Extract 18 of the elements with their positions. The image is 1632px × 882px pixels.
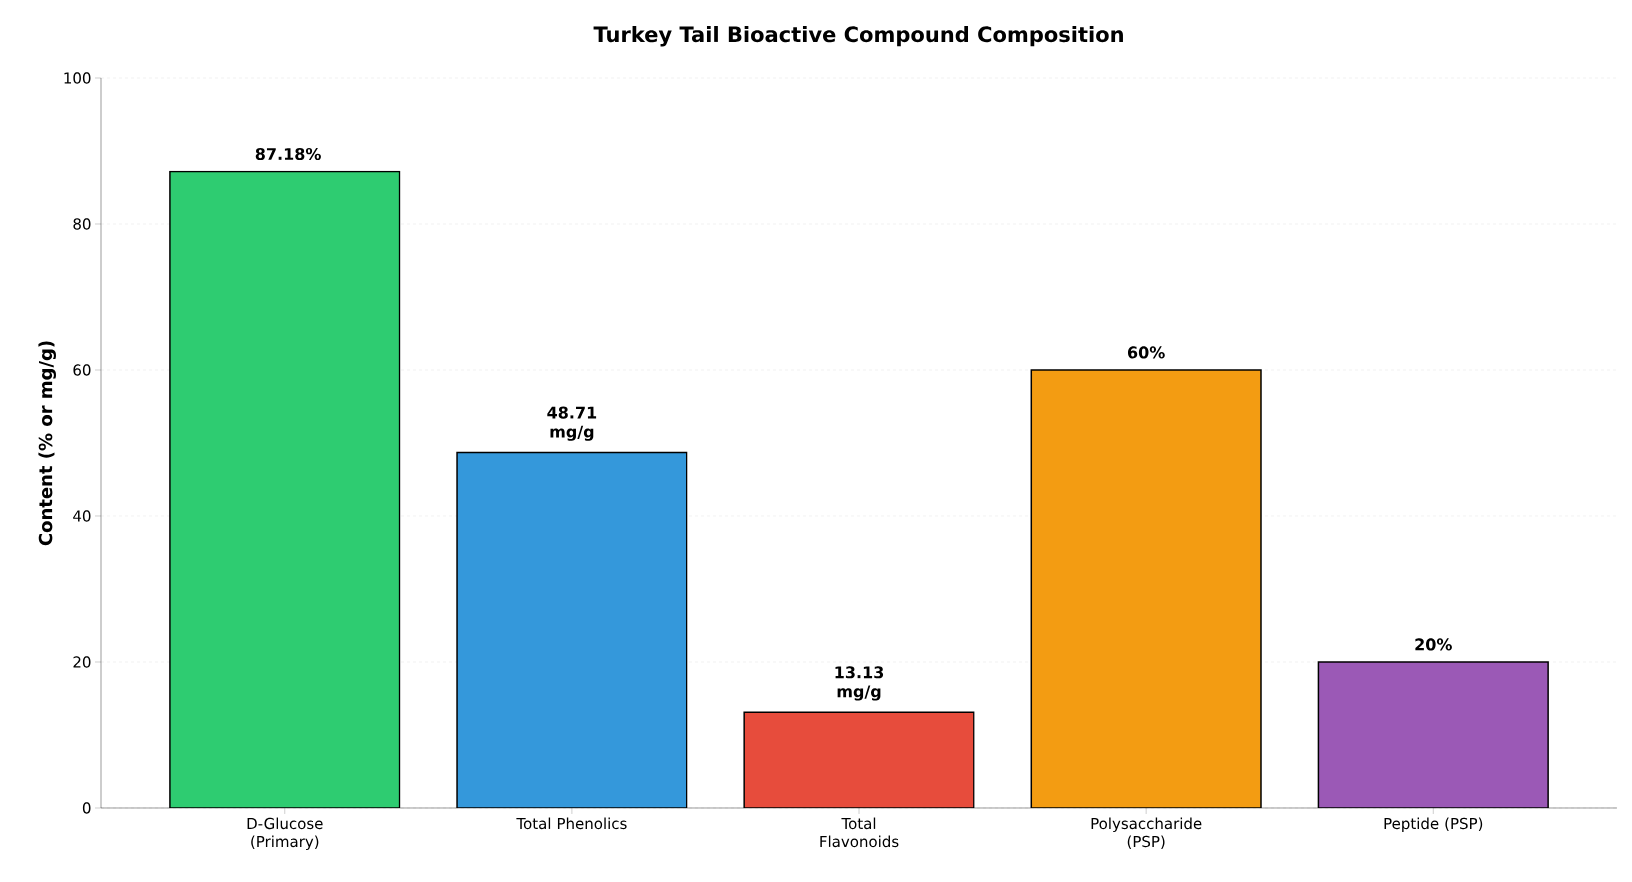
y-tick-label: 0	[82, 802, 91, 814]
x-tick-label: D-Glucose (Primary)	[247, 817, 323, 851]
data-label: 48.71 mg/g	[547, 406, 597, 441]
y-tick-label: 60	[73, 364, 91, 376]
y-tick-label: 40	[73, 510, 91, 522]
data-label: 13.13 mg/g	[835, 666, 884, 701]
x-tick-label: Polysaccharide (PSP)	[1091, 817, 1202, 849]
y-axis-title: Content (% or mg/g)	[38, 341, 56, 546]
data-label: 20%	[1415, 638, 1452, 651]
data-label: 60%	[1127, 346, 1165, 359]
y-tick-label: 100	[64, 72, 91, 84]
chart-title: Turkey Tail Bioactive Compound Composition	[593, 25, 1123, 47]
x-tick-label: Total Flavonoids	[820, 817, 899, 848]
y-tick-label: 20	[73, 656, 91, 668]
data-label: 87.18%	[255, 147, 321, 161]
y-tick-label: 80	[73, 218, 91, 230]
x-tick-label: Peptide (PSP)	[1384, 817, 1483, 833]
x-tick-label: Total Phenolics	[516, 817, 627, 830]
